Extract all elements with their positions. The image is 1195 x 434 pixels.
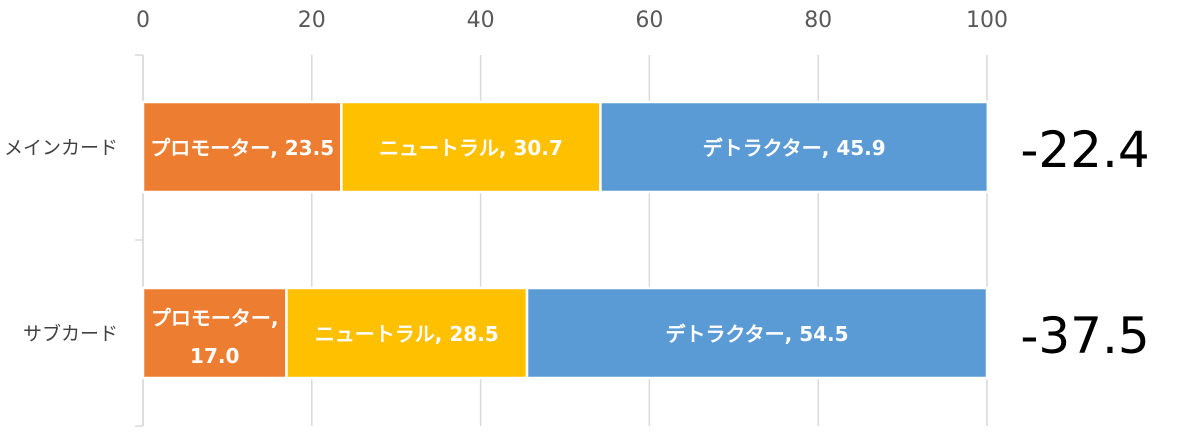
bar-segment <box>285 286 529 380</box>
x-tick-label: 20 <box>298 8 326 33</box>
x-tick-label: 80 <box>804 8 832 33</box>
bar-segment <box>141 286 288 380</box>
data-label: デトラクター, 54.5 <box>665 322 848 346</box>
nps-annotations: -22.4 -37.5 <box>1020 121 1149 365</box>
x-tick-label: 100 <box>966 8 1008 33</box>
data-label: デトラクター, 45.9 <box>703 136 886 160</box>
x-tick-label: 40 <box>467 8 495 33</box>
category-label: サブカード <box>23 322 118 345</box>
x-tick-label: 0 <box>136 8 150 33</box>
bars: プロモーター, 23.5 ニュートラル, 30.7 デトラクター, 45.9 プロモー… <box>141 100 990 380</box>
x-axis: 0 20 40 60 80 100 <box>136 8 1008 33</box>
data-label: ニュートラル, 30.7 <box>379 136 563 160</box>
nps-score-annotation: -22.4 <box>1020 121 1149 179</box>
x-tick-label: 60 <box>635 8 663 33</box>
bar-segment <box>599 100 990 194</box>
data-label: プロモーター, 23.5 <box>150 136 334 160</box>
data-label: 17.0 <box>190 344 239 368</box>
category-label: メインカード <box>4 137 118 159</box>
bar-segment <box>525 286 989 380</box>
data-label: ニュートラル, 28.5 <box>315 322 499 346</box>
data-label: プロモーター, <box>151 306 279 330</box>
bar-segment <box>340 100 602 194</box>
nps-score-annotation: -37.5 <box>1020 307 1149 365</box>
